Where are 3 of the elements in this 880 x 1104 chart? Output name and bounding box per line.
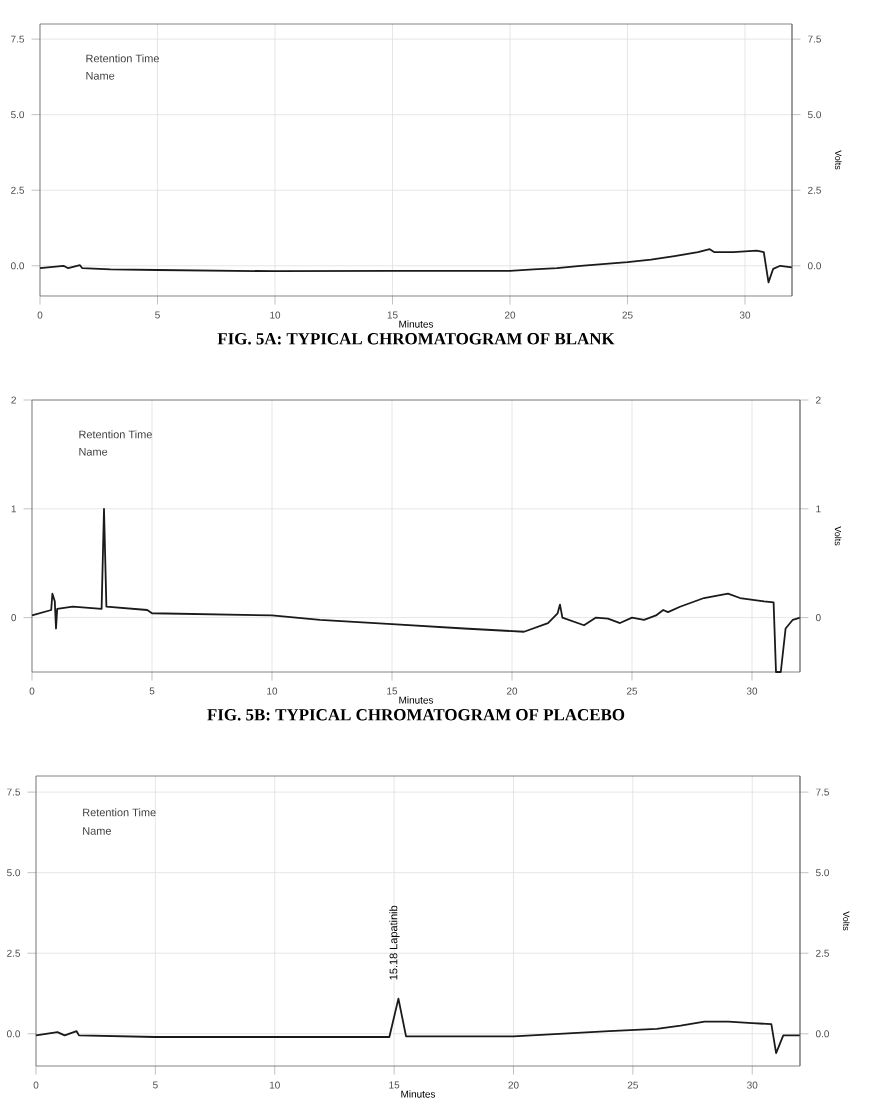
text: FIG. 5A: TYPICAL CHROMATOGRAM OF BLANK: [217, 333, 615, 345]
line-series: [31, 507, 801, 673]
text: FIG. 5B: TYPICAL CHROMATOGRAM OF PLACEBO: [207, 709, 625, 721]
